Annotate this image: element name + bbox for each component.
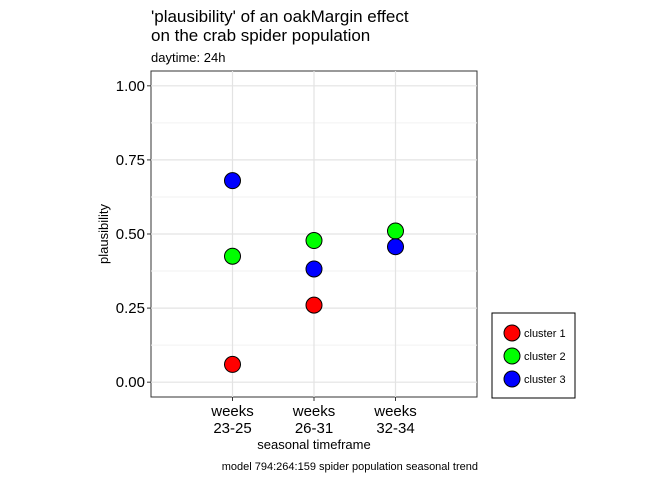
x-tick-label: 32-34: [376, 420, 414, 437]
y-tick-label: 0.75: [116, 152, 145, 169]
gridlines: [151, 71, 477, 397]
x-tick-label: weeks: [210, 403, 254, 420]
y-axis-label: plausibility: [96, 204, 111, 264]
data-point-cluster-3: [387, 238, 404, 256]
data-point-cluster-3: [224, 172, 241, 190]
data-point-cluster-2: [224, 247, 241, 265]
data-points: [224, 172, 404, 373]
y-tick-label: 1.00: [116, 78, 145, 95]
x-tick-label: weeks: [373, 403, 417, 420]
legend: cluster 1 cluster 2 cluster 3: [491, 312, 576, 399]
legend-label: cluster 1: [524, 328, 566, 340]
legend-key-cluster-1: [503, 324, 521, 342]
y-axis: 0.00 0.25 0.50 0.75 1.00: [116, 78, 151, 391]
data-point-cluster-2: [305, 232, 323, 250]
legend-label: cluster 3: [524, 374, 566, 386]
x-axis-label: seasonal timeframe: [257, 437, 370, 452]
legend-key-cluster-2: [503, 347, 521, 365]
data-point-cluster-1: [224, 355, 241, 373]
y-tick-label: 0.25: [116, 300, 145, 317]
data-point-cluster-1: [305, 296, 323, 314]
legend-key-cluster-3: [503, 370, 521, 388]
y-tick-label: 0.00: [116, 374, 145, 391]
x-tick-label: 26-31: [295, 420, 333, 437]
chart-title-line-1: 'plausibility' of an oakMargin effect: [151, 7, 409, 26]
chart-caption: model 794:264:159 spider population seas…: [222, 461, 478, 473]
data-point-cluster-2: [387, 222, 404, 240]
x-tick-label: 23-25: [213, 420, 251, 437]
data-point-cluster-3: [305, 260, 323, 278]
y-tick-label: 0.50: [116, 226, 145, 243]
chart-title-line-2: on the crab spider population: [151, 26, 370, 45]
chart-subtitle: daytime: 24h: [151, 50, 225, 65]
x-tick-label: weeks: [292, 403, 336, 420]
legend-label: cluster 2: [524, 351, 566, 363]
